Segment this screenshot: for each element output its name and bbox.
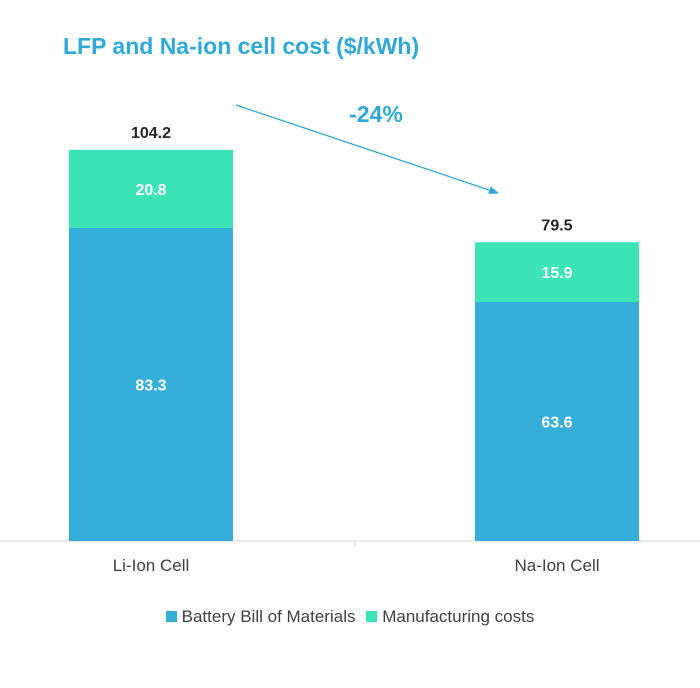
legend-item-bom: Battery Bill of Materials <box>165 607 356 627</box>
x-tick-label-li-ion-cell: Li-Ion Cell <box>113 556 190 575</box>
legend: Battery Bill of Materials Manufacturing … <box>0 607 700 627</box>
bar-na-ion-cell-bom <box>475 302 639 541</box>
legend-swatch-manufacturing <box>366 611 378 622</box>
change-annotation: -24% <box>349 101 403 127</box>
data-label-li-ion-cell-bom: 83.3 <box>135 377 166 394</box>
data-label-li-ion-cell-manufacturing: 20.8 <box>135 182 166 199</box>
bar-li-ion-cell-manufacturing <box>69 149 233 228</box>
data-label-na-ion-cell-manufacturing: 15.9 <box>541 265 572 282</box>
legend-swatch-bom <box>165 611 177 622</box>
x-tick-label-na-ion-cell: Na-Ion Cell <box>514 556 599 575</box>
total-label-na-ion-cell: 79.5 <box>541 217 572 234</box>
data-label-na-ion-cell-bom: 63.6 <box>541 415 572 432</box>
legend-label-bom: Battery Bill of Materials <box>181 607 356 626</box>
bar-na-ion-cell-manufacturing <box>475 242 639 303</box>
legend-item-manufacturing: Manufacturing costs <box>366 607 534 627</box>
chart-title: LFP and Na-ion cell cost ($/kWh) <box>63 33 420 59</box>
change-arrow <box>235 104 499 194</box>
legend-label-manufacturing: Manufacturing costs <box>382 607 535 626</box>
total-label-li-ion-cell: 104.2 <box>131 125 171 142</box>
bar-li-ion-cell-bom <box>69 227 233 541</box>
